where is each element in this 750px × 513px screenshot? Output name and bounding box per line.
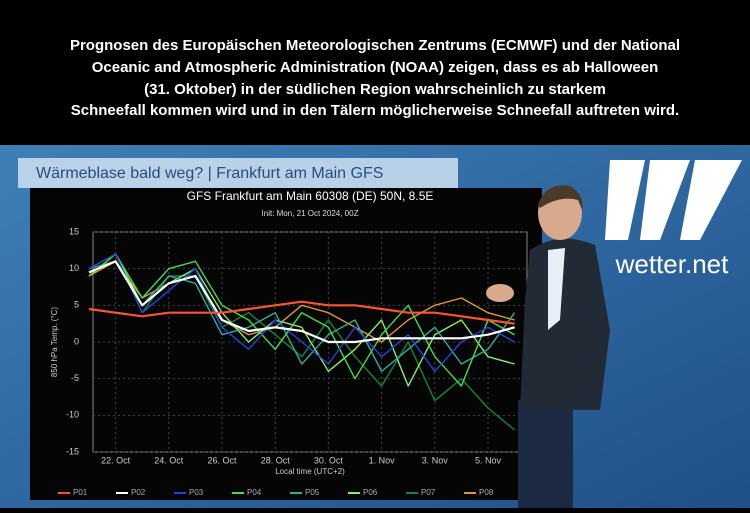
series-line [88, 260, 515, 344]
banner: Wärmeblase bald weg? | Frankfurt am Main… [36, 165, 383, 182]
x-tick-label: 22. Oct [101, 455, 131, 465]
caption-line: Prognosen des Europäischen Meteorologisc… [70, 37, 680, 54]
legend-label: P06 [363, 488, 378, 497]
caption-band [0, 0, 750, 145]
chart-title: GFS Frankfurt am Main 60308 (DE) 50N, 8.… [187, 189, 434, 203]
y-tick-label: 0 [74, 336, 79, 346]
caption-line: (31. Oktober) in der südlichen Region wa… [144, 81, 606, 98]
legend-label: P07 [421, 488, 436, 497]
y-tick-label: 15 [69, 226, 79, 236]
series-line [88, 300, 515, 325]
x-tick-label: 1. Nov [369, 455, 396, 465]
presenter [486, 185, 610, 508]
x-tick-label: 24. Oct [154, 455, 184, 465]
y-tick-label: -15 [66, 446, 79, 456]
caption-line: Oceanic and Atmospheric Administration (… [92, 59, 659, 76]
legend-label: P01 [73, 488, 88, 497]
y-tick-label: 10 [69, 263, 79, 273]
logo-mark [605, 160, 742, 240]
x-tick-label: 5. Nov [475, 455, 502, 465]
x-tick-label: 3. Nov [422, 455, 449, 465]
banner-box [18, 158, 458, 188]
y-axis-label: 850 hPa Temp. (°C) [50, 307, 59, 378]
y-tick-label: -5 [71, 373, 79, 383]
x-axis-label: Local time (UTC+2) [275, 467, 345, 476]
legend-label: P03 [189, 488, 204, 497]
legend-label: P05 [305, 488, 320, 497]
series-line [88, 260, 516, 372]
series-line [88, 253, 515, 372]
x-tick-label: 28. Oct [261, 455, 291, 465]
y-tick-label: 5 [74, 300, 79, 310]
series-line [88, 253, 515, 387]
caption-line: Schneefall kommen wird und in den Tälern… [71, 102, 679, 119]
legend-label: P04 [247, 488, 262, 497]
logo: wetter.net [615, 249, 730, 279]
y-tick-label: -10 [66, 410, 79, 420]
x-tick-label: 30. Oct [314, 455, 344, 465]
legend-label: P02 [131, 488, 146, 497]
legend-label: P08 [479, 488, 494, 497]
series-line [88, 253, 516, 431]
x-tick-label: 26. Oct [207, 455, 237, 465]
chart-subtitle: Init: Mon, 21 Oct 2024, 00Z [262, 209, 359, 218]
